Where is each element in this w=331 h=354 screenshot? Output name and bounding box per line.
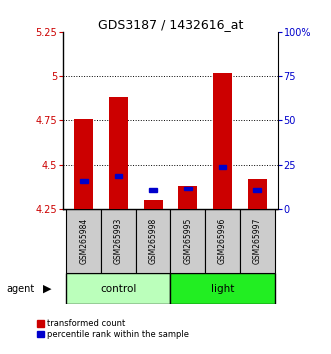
Text: GSM265984: GSM265984 <box>79 218 88 264</box>
Bar <box>254 188 261 192</box>
Title: GDS3187 / 1432616_at: GDS3187 / 1432616_at <box>98 18 243 31</box>
Text: GSM265997: GSM265997 <box>253 217 262 264</box>
Bar <box>80 179 87 183</box>
Bar <box>144 200 163 209</box>
Text: ▶: ▶ <box>43 284 52 293</box>
Legend: transformed count, percentile rank within the sample: transformed count, percentile rank withi… <box>37 319 189 339</box>
Bar <box>219 165 226 169</box>
FancyBboxPatch shape <box>205 209 240 273</box>
Text: GSM265998: GSM265998 <box>149 218 158 264</box>
FancyBboxPatch shape <box>66 273 170 304</box>
Text: agent: agent <box>7 284 35 293</box>
Bar <box>178 186 197 209</box>
FancyBboxPatch shape <box>240 209 275 273</box>
Text: GSM265993: GSM265993 <box>114 217 123 264</box>
FancyBboxPatch shape <box>170 209 205 273</box>
Bar <box>115 174 122 178</box>
Text: GSM265995: GSM265995 <box>183 217 192 264</box>
Bar <box>213 73 232 209</box>
Bar <box>109 97 128 209</box>
Bar <box>248 179 267 209</box>
Bar <box>149 188 157 192</box>
Text: light: light <box>211 284 234 293</box>
FancyBboxPatch shape <box>101 209 136 273</box>
Bar <box>184 187 192 190</box>
FancyBboxPatch shape <box>66 209 101 273</box>
Text: control: control <box>100 284 137 293</box>
Bar <box>74 119 93 209</box>
FancyBboxPatch shape <box>170 273 275 304</box>
FancyBboxPatch shape <box>136 209 170 273</box>
Text: GSM265996: GSM265996 <box>218 217 227 264</box>
